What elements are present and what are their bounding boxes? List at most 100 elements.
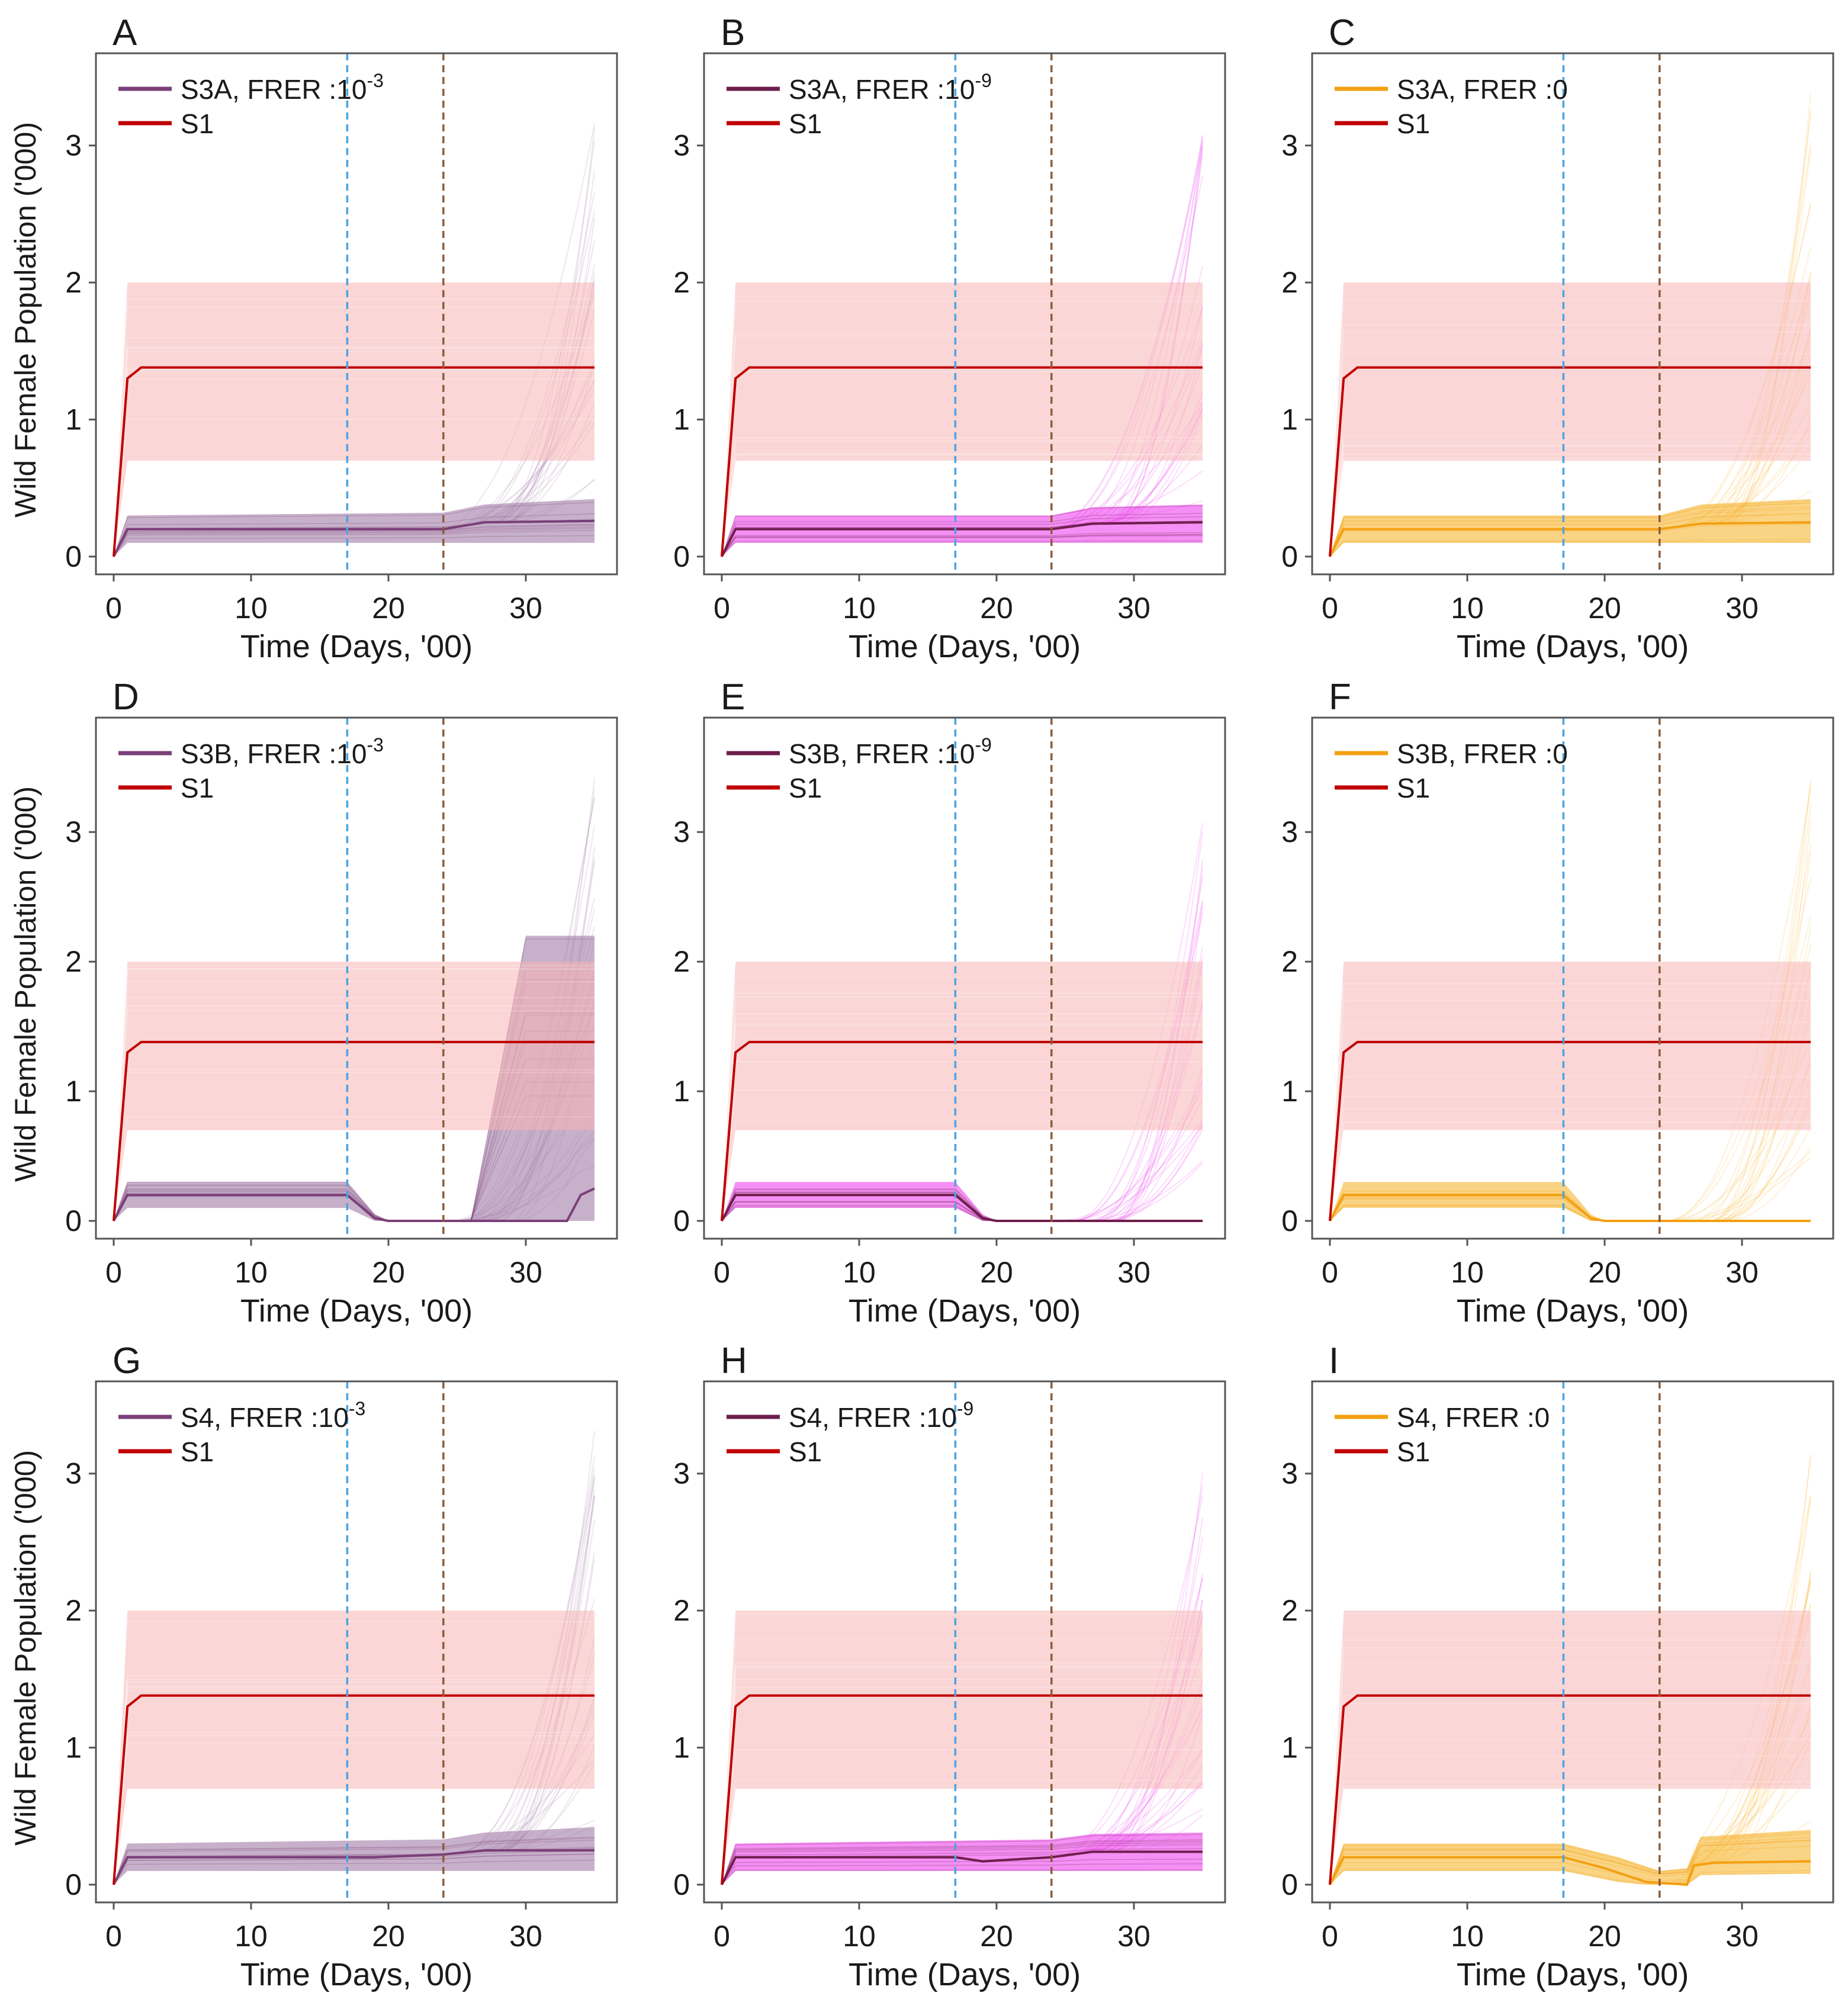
- trajectory-line: [113, 1837, 595, 1885]
- legend-label: S3B, FRER :10-3: [181, 734, 384, 769]
- y-tick-label: 2: [673, 945, 690, 978]
- trajectory-line: [1329, 1840, 1811, 1885]
- trajectory-line: [721, 371, 1203, 557]
- trajectory-line: [113, 1743, 594, 1885]
- trajectory-line: [721, 1637, 1203, 1885]
- x-axis-label: Time (Days, '00): [240, 629, 473, 664]
- trajectory-line: [1329, 1122, 1811, 1221]
- trajectory-line: [113, 525, 595, 557]
- plot-area: [113, 123, 595, 557]
- x-tick-label: 0: [714, 1920, 730, 1953]
- y-tick-label: 3: [1281, 129, 1298, 162]
- legend-label: S3B, FRER :10-9: [789, 734, 992, 769]
- y-tick-label: 1: [673, 403, 690, 436]
- trajectory-line: [1329, 1870, 1811, 1885]
- trajectory-line: [113, 1005, 594, 1221]
- trajectory-line: [113, 1840, 595, 1885]
- x-tick-label: 30: [1725, 1920, 1759, 1953]
- y-tick-label: 1: [673, 1075, 690, 1108]
- y-tick-label: 2: [1281, 1594, 1298, 1627]
- y-tick-label: 3: [673, 815, 690, 848]
- scenario-mean-line: [113, 1849, 594, 1885]
- trajectory-line: [113, 337, 594, 557]
- plot-frame: [703, 52, 1226, 576]
- trajectory-line: [113, 968, 594, 1221]
- legend-text: S1: [789, 108, 822, 139]
- y-tick-label: 2: [1281, 266, 1298, 299]
- trajectory-line: [721, 1089, 1203, 1221]
- y-tick-label: 1: [65, 403, 82, 436]
- trajectory-line: [1329, 1639, 1811, 1885]
- trajectory-line: [1329, 1108, 1811, 1221]
- trajectory-line: [721, 1665, 1203, 1885]
- trajectory-line: [1329, 500, 1811, 557]
- x-tick-label: 20: [980, 592, 1013, 625]
- y-tick-label: 1: [1281, 403, 1298, 436]
- y-tick-label: 0: [673, 1868, 690, 1901]
- legend-exponent: -9: [957, 1398, 973, 1419]
- legend-text: S1: [1397, 1436, 1430, 1467]
- trajectory-line: [721, 1842, 1203, 1885]
- scenario-mean-line: [721, 521, 1203, 557]
- trajectory-line: [721, 505, 1203, 557]
- legend-text: S4, FRER :0: [1397, 1402, 1550, 1433]
- trajectory-line: [1329, 1837, 1811, 1885]
- trajectory-line: [721, 335, 1203, 557]
- scenario-band: [1330, 1830, 1811, 1885]
- trajectory-line: [721, 1013, 1203, 1221]
- legend-label: S3B, FRER :0: [1397, 738, 1568, 769]
- trajectory-line: [721, 333, 1203, 557]
- s1-band: [114, 1611, 594, 1885]
- x-tick-label: 30: [1117, 1256, 1150, 1289]
- trajectory-line: [721, 516, 1203, 557]
- legend-label: S4, FRER :0: [1397, 1402, 1550, 1433]
- y-tick-label: 2: [673, 266, 690, 299]
- y-axis-label: Wild Female Population ('000): [9, 122, 42, 517]
- scenario-band: [114, 1827, 594, 1885]
- legend-label: S4, FRER :10-3: [181, 1398, 365, 1433]
- legend-label: S1: [1397, 108, 1430, 139]
- x-tick-label: 20: [1588, 1256, 1621, 1289]
- y-tick-label: 0: [65, 1868, 82, 1901]
- panel-i: I 0 10 20 30 Time (Days, '00) 0 1 2 3 S4, FRER :0S…: [1281, 1341, 1834, 1992]
- x-tick-label: 10: [843, 592, 876, 625]
- x-axis-label: Time (Days, '00): [849, 629, 1081, 664]
- trajectory-line: [1329, 1076, 1811, 1221]
- y-tick-label: 1: [65, 1731, 82, 1764]
- trajectory-line: [721, 1749, 1203, 1885]
- y-tick-label: 0: [65, 540, 82, 573]
- x-tick-label: 20: [372, 592, 405, 625]
- trajectory-line: [721, 1023, 1203, 1221]
- scenario-band: [1330, 499, 1811, 557]
- trajectory-line: [113, 526, 595, 557]
- panel-label: F: [1329, 677, 1351, 718]
- s1-mean-line: [721, 366, 1203, 557]
- trajectory-line: [1329, 458, 1811, 557]
- s1-band: [1330, 962, 1811, 1221]
- x-tick-label: 0: [1322, 592, 1338, 625]
- trajectory-line: [113, 528, 595, 557]
- trajectory-line: [721, 532, 1203, 557]
- x-tick-label: 10: [1451, 592, 1484, 625]
- x-axis-label: Time (Days, '00): [1457, 629, 1689, 664]
- trajectory-line: [721, 296, 1203, 557]
- s1-mean-line: [113, 1040, 594, 1221]
- x-tick-label: 20: [980, 1920, 1013, 1953]
- x-axis-label: Time (Days, '00): [849, 1957, 1081, 1992]
- x-tick-label: 30: [1725, 592, 1759, 625]
- trajectory-line: [1329, 1786, 1811, 1885]
- plot-area: [113, 1431, 595, 1885]
- panel-d: D 0 10 20 30 Time (Days, '00) 0 1 2 3 S3B, FRER :1…: [65, 677, 618, 1329]
- y-tick-label: 0: [65, 1204, 82, 1237]
- scenario-mean-line: [1329, 1856, 1811, 1886]
- trajectory-line: [721, 1025, 1203, 1221]
- scenario-mean-line: [1329, 521, 1811, 557]
- x-tick-label: 0: [1322, 1920, 1338, 1953]
- y-tick-label: 1: [65, 1075, 82, 1108]
- trajectory-line: [113, 347, 594, 557]
- panel-label: I: [1329, 1341, 1339, 1381]
- trajectory-line: [1690, 781, 1811, 1221]
- x-tick-label: 30: [1117, 1920, 1150, 1953]
- x-axis-label: Time (Days, '00): [1457, 1957, 1689, 1992]
- x-axis-label: Time (Days, '00): [1457, 1293, 1689, 1329]
